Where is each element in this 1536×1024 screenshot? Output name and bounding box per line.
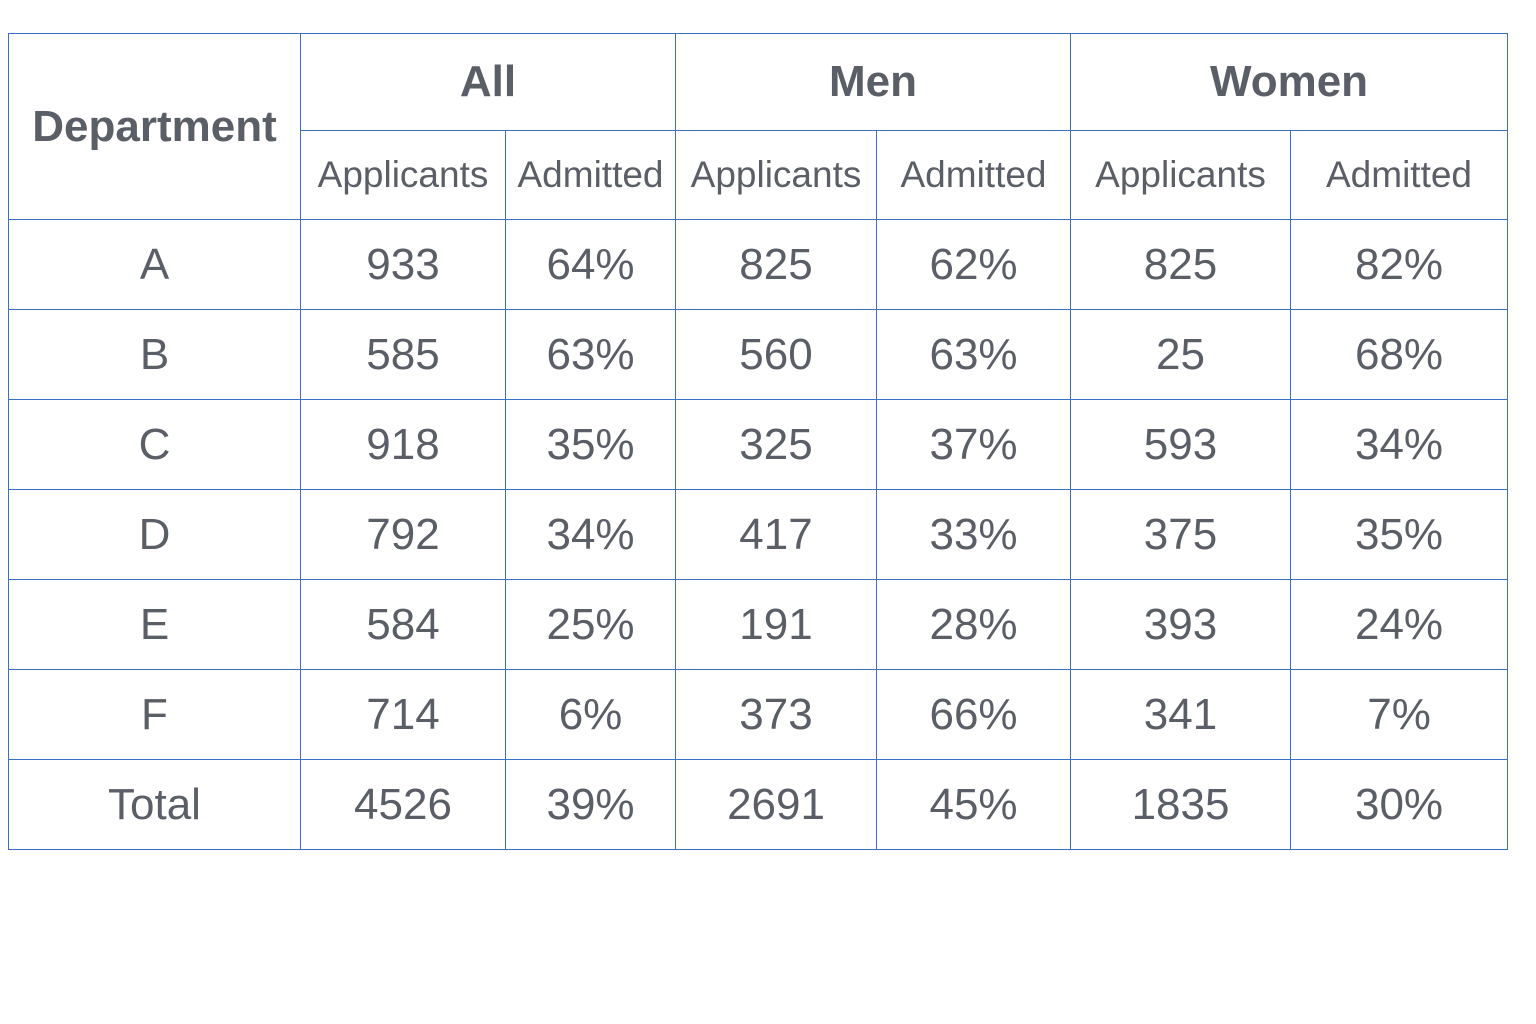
admissions-table: Department All Men Women Applicants Admi… xyxy=(8,33,1509,850)
men-admitted-cell: 37% xyxy=(876,399,1072,490)
women-applicants-cell: 25 xyxy=(1070,309,1292,400)
men-admitted-cell: 63% xyxy=(876,309,1072,400)
table-row: D 792 34% 417 33% 375 35% xyxy=(8,489,1509,580)
men-applicants-cell: 417 xyxy=(675,489,878,580)
men-admitted-cell: 33% xyxy=(876,489,1072,580)
all-applicants-cell: 584 xyxy=(300,579,506,670)
men-admitted-cell: 45% xyxy=(876,759,1072,850)
all-applicants-cell: 918 xyxy=(300,399,506,490)
women-applicants-cell: 375 xyxy=(1070,489,1292,580)
all-admitted-cell: 25% xyxy=(504,579,677,670)
table-row: E 584 25% 191 28% 393 24% xyxy=(8,579,1509,670)
women-admitted-cell: 68% xyxy=(1290,309,1509,400)
women-admitted-cell: 24% xyxy=(1290,579,1509,670)
all-admitted-cell: 64% xyxy=(504,219,677,310)
all-applicants-cell: 585 xyxy=(300,309,506,400)
all-admitted-cell: 6% xyxy=(504,669,677,760)
men-admitted-header: Admitted xyxy=(876,130,1072,220)
men-applicants-cell: 2691 xyxy=(675,759,878,850)
women-admitted-header: Admitted xyxy=(1290,130,1509,220)
table-header: Department All Men Women Applicants Admi… xyxy=(8,33,1509,220)
all-applicants-cell: 792 xyxy=(300,489,506,580)
women-admitted-cell: 30% xyxy=(1290,759,1509,850)
men-applicants-cell: 560 xyxy=(675,309,878,400)
all-admitted-cell: 35% xyxy=(504,399,677,490)
all-applicants-cell: 714 xyxy=(300,669,506,760)
men-applicants-header: Applicants xyxy=(675,130,878,220)
men-applicants-cell: 373 xyxy=(675,669,878,760)
department-cell: B xyxy=(8,309,301,400)
women-applicants-cell: 393 xyxy=(1070,579,1292,670)
women-applicants-cell: 1835 xyxy=(1070,759,1292,850)
table-row: C 918 35% 325 37% 593 34% xyxy=(8,399,1509,490)
table-row: Total 4526 39% 2691 45% 1835 30% xyxy=(8,759,1509,850)
header-row-groups: Department All Men Women xyxy=(8,33,1509,220)
all-applicants-cell: 4526 xyxy=(300,759,506,850)
women-applicants-cell: 593 xyxy=(1070,399,1292,490)
men-applicants-cell: 825 xyxy=(675,219,878,310)
department-cell: D xyxy=(8,489,301,580)
table-body: A 933 64% 825 62% 825 82% B 585 63% 560 63% 25 68% C 91… xyxy=(8,219,1509,850)
table-row: F 714 6% 373 66% 341 7% xyxy=(8,669,1509,760)
group-header-women: Women xyxy=(1070,33,1509,131)
women-applicants-cell: 341 xyxy=(1070,669,1292,760)
all-admitted-cell: 63% xyxy=(504,309,677,400)
department-cell: E xyxy=(8,579,301,670)
department-cell: C xyxy=(8,399,301,490)
table-row: B 585 63% 560 63% 25 68% xyxy=(8,309,1509,400)
women-admitted-cell: 34% xyxy=(1290,399,1509,490)
all-admitted-cell: 34% xyxy=(504,489,677,580)
men-admitted-cell: 66% xyxy=(876,669,1072,760)
department-cell: F xyxy=(8,669,301,760)
women-admitted-cell: 35% xyxy=(1290,489,1509,580)
men-admitted-cell: 62% xyxy=(876,219,1072,310)
women-applicants-header: Applicants xyxy=(1070,130,1292,220)
all-admitted-header: Admitted xyxy=(504,130,677,220)
women-admitted-cell: 82% xyxy=(1290,219,1509,310)
women-applicants-cell: 825 xyxy=(1070,219,1292,310)
all-applicants-header: Applicants xyxy=(300,130,506,220)
all-applicants-cell: 933 xyxy=(300,219,506,310)
men-applicants-cell: 325 xyxy=(675,399,878,490)
women-admitted-cell: 7% xyxy=(1290,669,1509,760)
department-header: Department xyxy=(8,33,301,220)
men-admitted-cell: 28% xyxy=(876,579,1072,670)
department-cell: A xyxy=(8,219,301,310)
group-header-all: All xyxy=(299,33,677,131)
group-header-men: Men xyxy=(675,33,1072,131)
men-applicants-cell: 191 xyxy=(675,579,878,670)
all-admitted-cell: 39% xyxy=(504,759,677,850)
table-row: A 933 64% 825 62% 825 82% xyxy=(8,219,1509,310)
department-cell: Total xyxy=(8,759,301,850)
